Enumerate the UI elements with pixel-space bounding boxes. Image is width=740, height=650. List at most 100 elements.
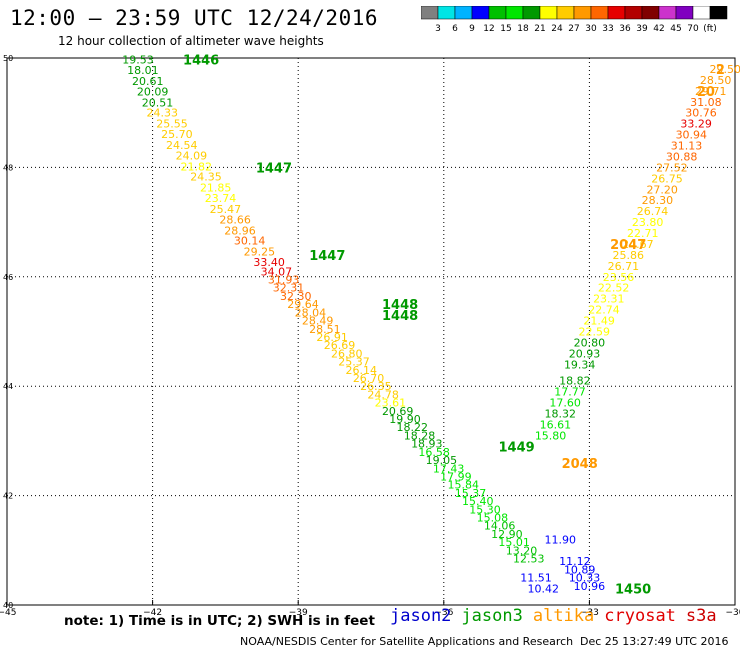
wave-height-label: 25.86 xyxy=(612,249,644,262)
wave-height-label: 26.74 xyxy=(637,205,669,218)
wave-height-label: 18.22 xyxy=(397,421,429,434)
wave-height-label: 15.30 xyxy=(469,503,501,516)
colorbar-label: 70 xyxy=(687,24,699,34)
wave-height-label: 26.91 xyxy=(316,331,348,344)
y-tick-label: 40 xyxy=(3,601,13,610)
wave-height-label: 18.82 xyxy=(559,375,591,388)
page-title: 12:00 – 23:59 UTC 12/24/2016 xyxy=(10,6,379,30)
wave-height-label: 25.55 xyxy=(156,118,188,131)
colorbar-swatch xyxy=(709,6,728,20)
wave-height-label: 15.84 xyxy=(447,479,479,492)
wave-height-label: 18.32 xyxy=(545,408,577,421)
wave-height-label: 30.76 xyxy=(685,107,717,120)
wave-height-label: 30.88 xyxy=(666,150,698,163)
colorbar-label: 12 xyxy=(483,24,494,34)
wave-height-label: 30.14 xyxy=(234,235,266,248)
colorbar-label: 30 xyxy=(585,24,597,34)
wave-height-label: 26.69 xyxy=(324,339,356,352)
wave-height-label: 23.31 xyxy=(593,293,625,306)
wave-height-label: 24.35 xyxy=(190,171,222,184)
wave-height-label: 26.71 xyxy=(608,260,640,273)
colorbar-label: 6 xyxy=(452,24,458,34)
legend-s3a: s3a xyxy=(685,606,717,626)
colorbar-label: 42 xyxy=(653,24,664,34)
wave-height-label: 24.54 xyxy=(166,139,198,152)
wave-height-label: 28.50 xyxy=(700,74,732,87)
wave-height-label: 24.67 xyxy=(622,238,654,251)
wave-height-label: 22.71 xyxy=(627,227,659,240)
wave-height-label: 20.61 xyxy=(132,75,164,88)
wave-height-label: 18.28 xyxy=(404,429,436,442)
wave-height-label: 20.93 xyxy=(569,347,601,360)
wave-height-label: 33.40 xyxy=(253,256,285,269)
wave-height-label: 20.69 xyxy=(382,405,414,418)
wave-height-label: 20.80 xyxy=(574,336,606,349)
wave-height-label: 15.01 xyxy=(498,536,530,549)
pass-time-label: 2048 xyxy=(562,457,598,472)
wave-height-label: 34.07 xyxy=(261,265,293,278)
wave-height-label: 11.51 xyxy=(520,572,552,585)
legend-jason2: jason2 xyxy=(390,606,452,626)
credit-line: NOAA/NESDIS Center for Satellite Applica… xyxy=(240,635,574,648)
colorbar-label: 36 xyxy=(619,24,631,34)
wave-height-label: 23.61 xyxy=(375,397,407,410)
pass-time-label: 2 xyxy=(716,63,725,78)
wave-height-label: 17.77 xyxy=(554,386,586,399)
colorbar-label: 15 xyxy=(500,24,511,34)
legend-jason3: jason3 xyxy=(461,606,523,626)
wave-height-label: 31.08 xyxy=(690,96,722,109)
wave-height-label: 21.82 xyxy=(181,160,213,173)
wave-height-label: 16.61 xyxy=(540,418,572,431)
wave-height-label: 19.90 xyxy=(389,413,421,426)
wave-height-label: 14.06 xyxy=(484,520,516,533)
wave-height-label: 18.93 xyxy=(411,438,443,451)
wave-height-label: 23.56 xyxy=(603,271,635,284)
wave-height-label: 32.30 xyxy=(280,290,312,303)
wave-height-label: 22.74 xyxy=(588,304,620,317)
wave-height-label: 29.50 xyxy=(710,63,740,76)
wave-height-label: 24.33 xyxy=(147,107,179,120)
wave-height-label: 30.94 xyxy=(676,129,708,142)
wave-height-label: 10.42 xyxy=(528,583,560,596)
pass-time-label: 2047 xyxy=(610,238,646,253)
legend-cryosat: cryosat xyxy=(604,606,676,626)
wave-height-label: 28.66 xyxy=(219,213,251,226)
wave-height-label: 19.05 xyxy=(426,454,458,467)
plot-frame xyxy=(6,57,736,606)
wave-height-label: 15.80 xyxy=(535,429,567,442)
wave-height-label: 28.96 xyxy=(224,224,256,237)
y-tick-label: 48 xyxy=(3,163,13,172)
colorbar-label: 27 xyxy=(568,24,579,34)
x-tick-label: −36 xyxy=(434,608,453,618)
wave-height-label: 19.53 xyxy=(122,54,154,67)
x-tick-label: −30 xyxy=(726,608,740,618)
wave-height-label: 10.33 xyxy=(569,572,601,585)
wave-height-label: 33.29 xyxy=(680,118,712,131)
y-tick-label: 50 xyxy=(3,54,13,63)
wave-height-label: 22.52 xyxy=(598,282,630,295)
colorbar-label: 39 xyxy=(636,24,648,34)
wave-height-label: 26.80 xyxy=(331,347,363,360)
wave-height-label: 31.93 xyxy=(268,274,300,287)
pass-time-label: 1447 xyxy=(309,249,345,264)
wave-height-label: 18.01 xyxy=(127,64,159,77)
satellite-legend: jason2 jason3 altika cryosat s3a xyxy=(390,606,727,626)
wave-height-label: 32.31 xyxy=(273,282,305,295)
wave-height-label: 20.09 xyxy=(137,85,169,98)
wave-height-label: 28.04 xyxy=(295,306,327,319)
wave-height-label: 15.37 xyxy=(455,487,487,500)
wave-height-label: 17.99 xyxy=(440,470,472,483)
pass-time-label: 1450 xyxy=(615,583,651,598)
wave-height-label: 24.09 xyxy=(176,149,208,162)
wave-height-label: 21.85 xyxy=(200,182,232,195)
legend-altika: altika xyxy=(532,606,595,626)
wave-height-label: 26.14 xyxy=(346,364,378,377)
wave-height-label: 17.60 xyxy=(549,397,581,410)
pass-time-label: 1448 xyxy=(382,298,418,313)
wave-height-label: 24.78 xyxy=(367,388,399,401)
y-tick-label: 42 xyxy=(3,492,13,501)
wave-height-label: 23.74 xyxy=(205,192,237,205)
colorbar-label: (ft) xyxy=(703,24,717,34)
colorbar-label: 21 xyxy=(534,24,545,34)
y-tick-label: 44 xyxy=(3,382,13,391)
